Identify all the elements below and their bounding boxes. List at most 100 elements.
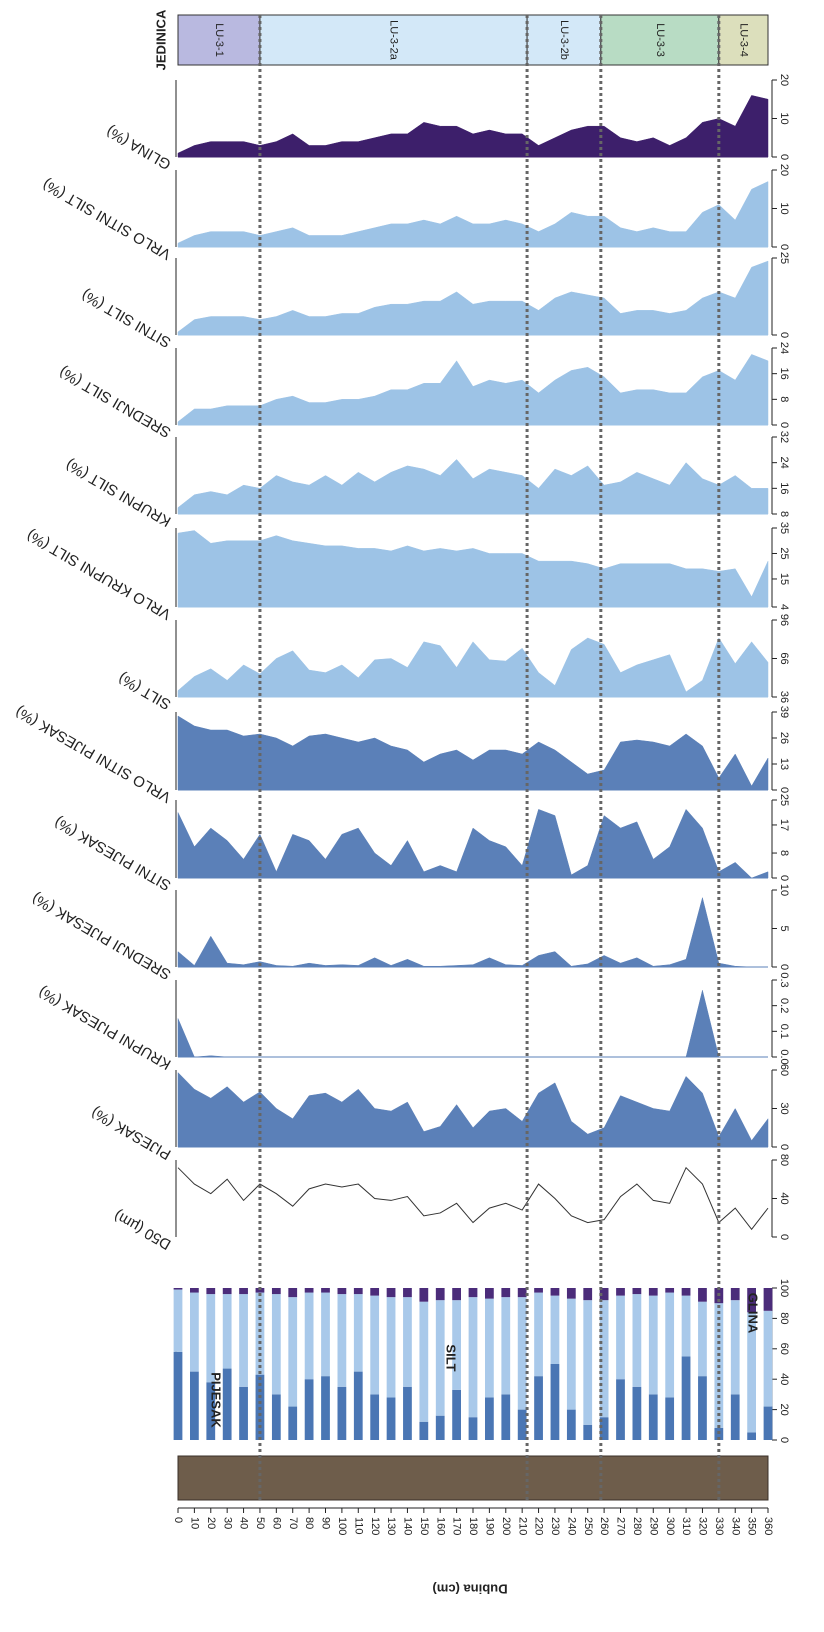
bar-segment <box>599 1300 609 1418</box>
panel-title: SITNI SILT (%) <box>79 286 174 351</box>
x-tick-label: 30 <box>221 1517 233 1529</box>
bar-segment <box>255 1292 265 1375</box>
x-tick-label: 250 <box>582 1517 594 1535</box>
bar-segment <box>304 1288 314 1293</box>
bar-segment <box>222 1368 232 1440</box>
bar-segment <box>468 1297 478 1418</box>
y-tick-label: 0.1 <box>778 1024 790 1039</box>
bar-segment <box>386 1397 396 1440</box>
x-tick-label: 170 <box>451 1517 463 1535</box>
bar-segment <box>321 1292 330 1377</box>
bar-segment <box>271 1288 281 1295</box>
bar-segment <box>550 1364 560 1440</box>
bar-segment <box>517 1297 527 1410</box>
bar-segment <box>419 1288 429 1302</box>
bar-segment <box>730 1394 740 1440</box>
y-tick-label: 0 <box>778 244 790 250</box>
x-tick-label: 130 <box>385 1517 397 1535</box>
y-tick-label: 0.0 <box>778 1049 790 1064</box>
y-tick-label: 16 <box>778 368 790 380</box>
bar-segment <box>665 1292 675 1398</box>
bar-segment <box>271 1394 281 1440</box>
y-tick-label: 96 <box>778 614 790 626</box>
y-tick-label: 8 <box>778 511 790 517</box>
bar-segment <box>698 1288 707 1302</box>
bar-segment <box>452 1389 461 1440</box>
y-tick-label: 0 <box>778 787 790 793</box>
bar-segment <box>501 1288 511 1298</box>
bar-segment <box>763 1310 773 1407</box>
bar-segment <box>534 1376 543 1440</box>
bar-segment <box>337 1288 347 1295</box>
panel-title: PIJESAK (%) <box>88 1104 174 1163</box>
y-tick-label: 39 <box>778 706 790 718</box>
zone-label: LU-3-4 <box>738 23 750 57</box>
area <box>177 637 769 698</box>
bar-segment <box>370 1394 380 1440</box>
bar-segment <box>763 1288 773 1311</box>
bar-segment <box>190 1371 199 1440</box>
bar-segment <box>583 1424 593 1440</box>
x-tick-label: 70 <box>287 1517 299 1529</box>
bar-segment <box>435 1288 445 1301</box>
core-photo <box>178 1456 768 1500</box>
y-tick-label: 0 <box>778 422 790 428</box>
bar-segment <box>304 1292 314 1380</box>
bar-segment <box>747 1288 756 1313</box>
y-tick-label: 25 <box>778 252 790 264</box>
area <box>177 459 769 515</box>
x-tick-label: 230 <box>549 1517 561 1535</box>
x-tick-label: 270 <box>615 1517 627 1535</box>
bar-segment <box>681 1288 691 1296</box>
area <box>177 95 769 158</box>
panel-title: VRLO KRUPNI SILT (%) <box>24 526 174 623</box>
x-tick-label: 100 <box>336 1517 348 1535</box>
bar-segment <box>206 1288 216 1295</box>
bar-segment <box>681 1356 691 1440</box>
area <box>177 530 769 608</box>
core-photo-frame <box>177 1455 769 1501</box>
bar-segment <box>665 1288 675 1293</box>
x-tick-label: 220 <box>533 1517 545 1535</box>
panel-title: KRUPNI PIJESAK (%) <box>36 983 174 1073</box>
y-tick-label: 40 <box>778 1192 790 1204</box>
bar-segment <box>698 1376 707 1440</box>
y-tick-label: 32 <box>778 431 790 443</box>
bar-segment <box>599 1288 609 1301</box>
area <box>177 260 769 336</box>
x-tick-label: 280 <box>631 1517 643 1535</box>
y-tick-label: 60 <box>778 1343 790 1355</box>
x-tick-label: 300 <box>664 1517 676 1535</box>
series-label: PIJESAK <box>209 1372 224 1428</box>
area <box>177 808 769 879</box>
y-tick-label: 0 <box>778 332 790 338</box>
y-tick-label: 20 <box>778 1403 790 1415</box>
bar-segment <box>583 1300 593 1425</box>
y-tick-label: 80 <box>778 1312 790 1324</box>
x-tick-label: 350 <box>746 1517 758 1535</box>
bar-segment <box>616 1379 625 1440</box>
bar-segment <box>337 1386 347 1440</box>
bar-segment <box>632 1386 642 1440</box>
bar-segment <box>353 1294 363 1372</box>
zone <box>259 14 528 66</box>
bar-segment <box>747 1432 756 1440</box>
x-tick-label: 330 <box>713 1517 725 1535</box>
zone-label: LU-3-2a <box>388 20 400 61</box>
zone-label: LU-3-1 <box>213 23 225 57</box>
x-tick-label: 200 <box>500 1517 512 1535</box>
bar-segment <box>239 1288 248 1295</box>
bar-segment <box>566 1409 576 1440</box>
bar-segment <box>501 1394 511 1440</box>
bar-segment <box>763 1406 773 1440</box>
bar-segment <box>403 1288 412 1298</box>
panel-title: KRUPNI SILT (%) <box>63 456 174 530</box>
bar-segment <box>534 1292 543 1377</box>
y-tick-label: 24 <box>778 342 790 354</box>
bar-segment <box>517 1288 527 1298</box>
y-tick-label: 15 <box>778 573 790 585</box>
y-tick-label: 40 <box>778 1373 790 1385</box>
y-tick-label: 35 <box>778 522 790 534</box>
bar-segment <box>321 1288 330 1293</box>
x-tick-label: 110 <box>352 1517 364 1535</box>
